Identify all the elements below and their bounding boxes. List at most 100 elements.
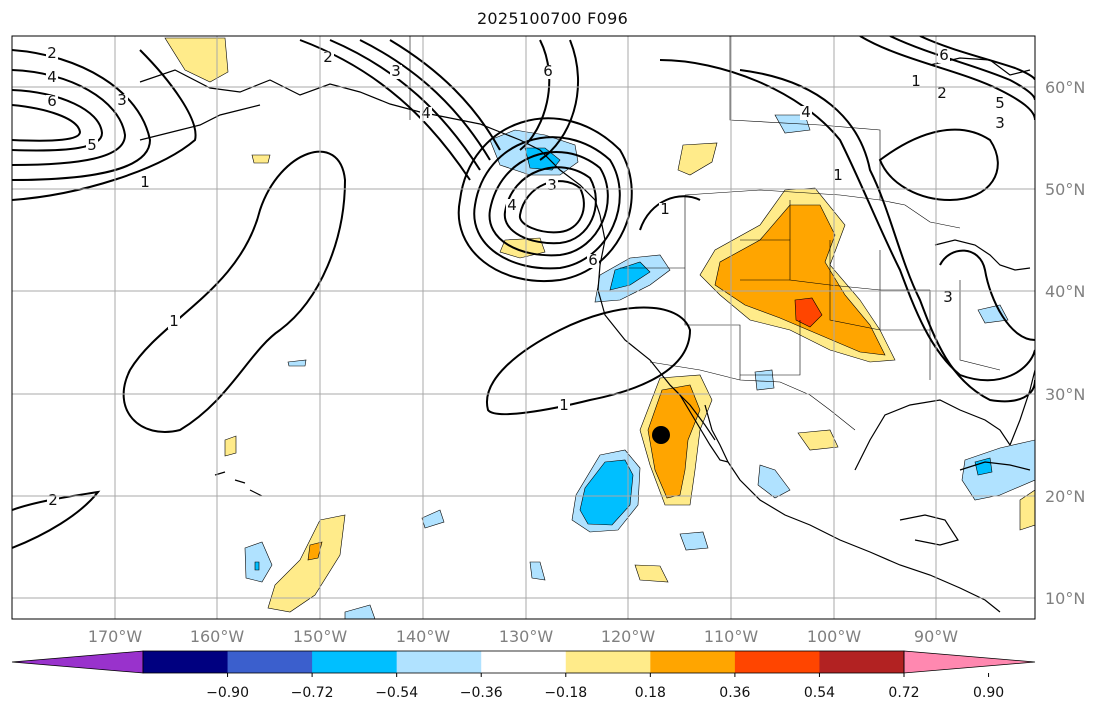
- positive-anomaly-region: [634, 564, 669, 583]
- contour-label: 1: [911, 72, 921, 90]
- border: [684, 195, 741, 380]
- map-background: [12, 36, 1035, 619]
- contour-line: [12, 69, 127, 166]
- contour-label: 1: [140, 173, 150, 191]
- contour-line: [859, 36, 1035, 121]
- border: [729, 36, 881, 200]
- positive-anomaly-region: [677, 142, 718, 176]
- colorbar-segment: [227, 651, 313, 673]
- colorbar-extension-min: [11, 650, 144, 674]
- longitude-label: 160°W: [190, 627, 245, 646]
- contour-line: [12, 104, 82, 142]
- contour-label: 4: [801, 103, 811, 121]
- longitude-label: 90°W: [914, 627, 958, 646]
- gulf-of-mexico-coast: [854, 399, 1011, 471]
- contour-label-bg: [47, 494, 59, 508]
- contour-label-bg: [558, 399, 570, 413]
- contour-line: [739, 69, 1035, 403]
- cuba: [959, 461, 1031, 471]
- colorbar-segment: [819, 651, 905, 673]
- contour-label-bg: [942, 291, 954, 305]
- point-marker: [652, 426, 670, 444]
- contour-label-bg: [994, 97, 1006, 111]
- contour-label: 3: [943, 288, 953, 306]
- contour-label: 1: [833, 166, 843, 184]
- longitude-label: 120°W: [601, 627, 656, 646]
- longitude-label: 140°W: [396, 627, 451, 646]
- contour-line: [473, 136, 621, 270]
- contour-line: [919, 36, 1035, 81]
- negative-anomaly-region: [609, 261, 651, 291]
- positive-anomaly-region: [251, 154, 271, 164]
- positive-anomaly-region: [307, 541, 323, 561]
- negative-anomaly-region: [679, 531, 709, 551]
- colorbar-tick-label: 0.72: [888, 685, 919, 701]
- contour-label-bg: [800, 106, 812, 120]
- contour-label-bg: [390, 65, 402, 79]
- baja-peninsula: [669, 384, 730, 463]
- negative-anomaly-region: [754, 369, 775, 391]
- colorbar-frame: [142, 650, 905, 674]
- contour-label: 6: [47, 92, 57, 110]
- anomaly-fills: [164, 37, 1035, 619]
- colorbar-tick-label: 0.36: [719, 685, 750, 701]
- graticule: [12, 36, 1035, 619]
- contour-label-bg: [116, 94, 128, 108]
- contour-label-bg: [542, 65, 554, 79]
- east-coast: [1009, 369, 1035, 446]
- contour-label: 5: [87, 136, 97, 154]
- contour-label: 3: [117, 91, 127, 109]
- border: [740, 320, 801, 376]
- longitude-label: 170°W: [88, 627, 143, 646]
- border: [829, 240, 930, 331]
- contour-line: [12, 49, 197, 201]
- contour-label-bg: [659, 203, 671, 217]
- contour-label: 2: [48, 491, 58, 509]
- contour-line: [329, 39, 481, 171]
- longitude-label: 100°W: [807, 627, 862, 646]
- colorbar-tick-label: −0.18: [544, 685, 587, 701]
- colorbar-extension-max: [903, 650, 1036, 674]
- contour-line: [639, 195, 701, 231]
- positive-anomaly-region: [794, 297, 823, 328]
- contour-label-bg: [168, 315, 180, 329]
- longitude-label: 130°W: [499, 627, 554, 646]
- map-title: 2025100700 F096: [476, 9, 629, 28]
- latitude-label: 30°N: [1045, 385, 1085, 404]
- contour-line: [122, 150, 347, 433]
- negative-anomaly-region: [287, 359, 307, 367]
- contour-label: 1: [660, 200, 670, 218]
- longitude-label: 110°W: [704, 627, 759, 646]
- contour-label-bg: [46, 95, 58, 109]
- contour-label-bg: [936, 87, 948, 101]
- latitude-labels: 60°N 50°N 40°N 30°N 20°N 10°N: [1045, 78, 1085, 608]
- negative-anomaly-region: [529, 561, 546, 581]
- contour-label-bg: [86, 139, 98, 153]
- contour-line: [519, 39, 551, 151]
- contour-label-bg: [506, 199, 518, 213]
- contour-label: 2: [47, 44, 57, 62]
- contour-label: 6: [588, 251, 598, 269]
- contour-label-bg: [994, 117, 1006, 131]
- contour-line: [518, 180, 585, 234]
- contour-label: 3: [547, 176, 557, 194]
- negative-anomaly-region: [254, 561, 260, 571]
- contour-label: 1: [559, 396, 569, 414]
- positive-anomaly-region: [499, 237, 546, 259]
- contour-label-bg: [832, 169, 844, 183]
- contour-label: 3: [995, 114, 1005, 132]
- colorbar-segment: [396, 651, 482, 673]
- longitude-labels: 170°W 160°W 150°W 140°W 130°W 120°W 110°W 100°W…: [88, 627, 958, 646]
- colorbar-tick-label: −0.90: [206, 685, 249, 701]
- contour-line: [389, 39, 501, 151]
- contour-label: 6: [543, 62, 553, 80]
- contour-label-bg: [587, 254, 599, 268]
- contour-line: [12, 490, 101, 549]
- contour-label: 4: [507, 196, 517, 214]
- contour-label: 4: [421, 104, 431, 122]
- positive-anomaly-region: [224, 435, 237, 457]
- contour-label-bg: [46, 47, 58, 61]
- contour-label-bg: [322, 51, 334, 65]
